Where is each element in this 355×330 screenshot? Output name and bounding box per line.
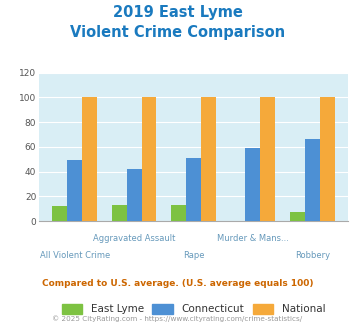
Text: Violent Crime Comparison: Violent Crime Comparison	[70, 25, 285, 40]
Text: © 2025 CityRating.com - https://www.cityrating.com/crime-statistics/: © 2025 CityRating.com - https://www.city…	[53, 315, 302, 322]
Bar	[260, 97, 275, 221]
Bar	[171, 205, 186, 221]
Bar	[53, 206, 67, 221]
Bar	[186, 158, 201, 221]
Bar	[290, 213, 305, 221]
Bar	[67, 160, 82, 221]
Text: Aggravated Assault: Aggravated Assault	[93, 234, 175, 243]
Bar	[127, 169, 142, 221]
Bar	[201, 97, 216, 221]
Text: Murder & Mans...: Murder & Mans...	[217, 234, 289, 243]
Text: 2019 East Lyme: 2019 East Lyme	[113, 5, 242, 20]
Bar	[305, 139, 320, 221]
Bar	[245, 148, 260, 221]
Text: Robbery: Robbery	[295, 251, 330, 260]
Text: Rape: Rape	[183, 251, 204, 260]
Bar	[320, 97, 334, 221]
Bar	[142, 97, 156, 221]
Text: All Violent Crime: All Violent Crime	[39, 251, 110, 260]
Bar	[82, 97, 97, 221]
Text: Compared to U.S. average. (U.S. average equals 100): Compared to U.S. average. (U.S. average …	[42, 279, 313, 288]
Bar	[112, 205, 127, 221]
Legend: East Lyme, Connecticut, National: East Lyme, Connecticut, National	[62, 304, 325, 314]
